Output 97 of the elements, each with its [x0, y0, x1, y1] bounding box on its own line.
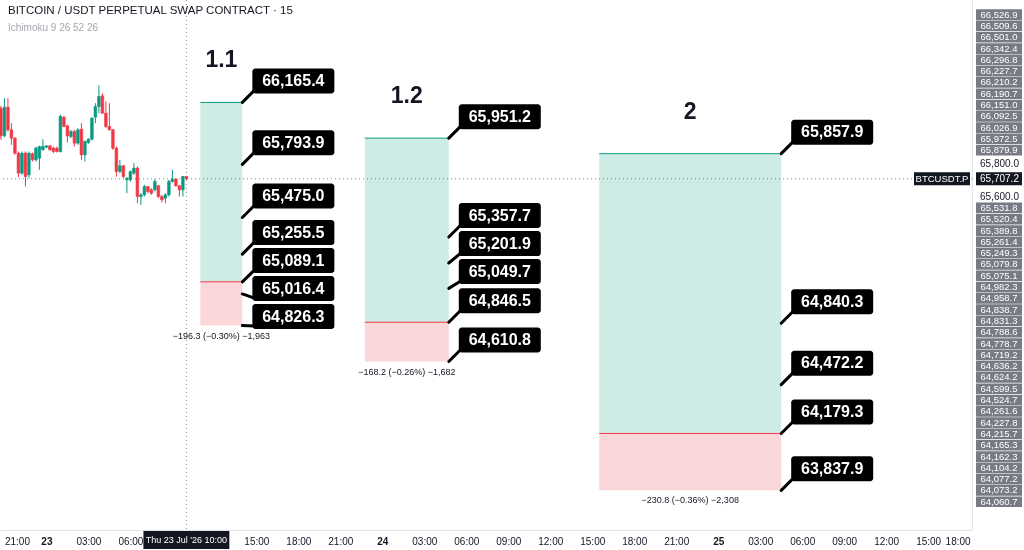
annotation: 65,255.5: [262, 223, 325, 241]
text: 64,104.2: [980, 461, 1018, 473]
text: 64,073.2: [980, 484, 1018, 496]
text: 65,879.9: [980, 144, 1018, 156]
annotation: 66,165.4: [262, 71, 325, 89]
y-tick-label: 65,707.2: [980, 173, 1020, 185]
chart-title: BITCOIN / USDT PERPETUAL SWAP CONTRACT · 15: [8, 4, 293, 16]
x-tick-label: 12:00: [538, 535, 564, 547]
x-tick-label: 06:00: [118, 535, 144, 547]
annotation: 64,846.5: [468, 291, 532, 309]
annotation: 65,951.2: [468, 107, 532, 125]
text: 65,972.5: [980, 132, 1018, 144]
annotation: −196.3 (−0.30%) −1,963: [172, 330, 271, 341]
text: 64,624.2: [980, 371, 1018, 383]
annotation: 65,016.4: [262, 279, 325, 297]
text: 64,162.3: [980, 450, 1018, 462]
x-tick-label: 15:00: [916, 535, 942, 547]
candlestick: [23, 151, 28, 187]
x-tick-label: 03:00: [76, 535, 102, 547]
annotation: 65,475.0: [262, 187, 325, 204]
text: 64,982.3: [980, 281, 1018, 293]
text: 64,958.7: [980, 292, 1018, 304]
x-tick-label: 15:00: [580, 535, 606, 547]
annotation: 65,793.9: [262, 133, 325, 151]
x-tick-label: 09:00: [496, 535, 522, 547]
y-tick-label: 65,600.0: [980, 191, 1020, 203]
annotation: Ichimoku 9 26 52 26: [8, 22, 99, 33]
text: 64,719.2: [980, 348, 1018, 360]
candlestick: [20, 151, 24, 176]
text: 66,509.6: [980, 19, 1018, 31]
ref-line-label: Thu 23 Jul '26 10:00: [145, 535, 228, 545]
annotation: 64,840.3: [801, 292, 864, 310]
text: 65,249.3: [980, 247, 1018, 259]
y-tick-label: 65,800.0: [980, 157, 1020, 169]
text: 64,599.5: [980, 382, 1018, 394]
text: 65,389.8: [980, 224, 1018, 236]
text: 66,210.2: [980, 76, 1018, 88]
candlestick: [118, 159, 122, 174]
x-tick-label: 25: [713, 535, 725, 547]
x-tick-label: 15:00: [244, 535, 270, 547]
text: 66,151.0: [980, 99, 1018, 111]
text: 66,342.4: [980, 42, 1018, 54]
x-tick-label: 21:00: [664, 535, 690, 547]
x-tick-label: 18:00: [622, 535, 648, 547]
text: 66,092.5: [980, 110, 1018, 122]
series-label: 1.2: [390, 82, 423, 109]
text: 65,261.4: [980, 235, 1018, 247]
text: 66,526.9: [980, 8, 1018, 20]
x-tick-label: 12:00: [874, 535, 900, 547]
annotation: 64,610.8: [468, 331, 532, 349]
x-tick-label: 06:00: [790, 535, 816, 547]
text: 64,524.7: [980, 394, 1018, 406]
text: 65,520.4: [980, 213, 1018, 225]
text: 64,215.7: [980, 427, 1018, 439]
x-tick-label: 21:00: [328, 535, 354, 547]
text: 66,296.8: [980, 53, 1018, 65]
annotation: 64,179.3: [801, 402, 864, 420]
series-label: 1.1: [205, 46, 238, 73]
annotation: −168.2 (−0.26%) −1,682: [358, 366, 456, 377]
text: 64,261.6: [980, 405, 1018, 417]
text: 65,079.8: [980, 258, 1018, 270]
x-tick-label: 03:00: [748, 535, 774, 547]
text: 64,060.7: [980, 495, 1018, 507]
x-tick-label: 24: [377, 535, 389, 547]
annotation: 65,857.9: [801, 123, 864, 141]
x-tick-label: 23: [41, 535, 53, 547]
x-tick-label: 03:00: [412, 535, 438, 547]
annotation: 64,472.2: [801, 354, 864, 372]
text: 66,501.0: [980, 31, 1018, 43]
text: 66,026.9: [980, 121, 1018, 133]
annotation: 64,826.3: [262, 307, 325, 325]
text: 66,227.7: [980, 65, 1018, 77]
annotation: 65,089.1: [262, 251, 325, 269]
annotation: 63,837.9: [801, 459, 864, 477]
text: 64,838.7: [980, 303, 1018, 315]
text: 65,075.1: [980, 269, 1018, 281]
x-tick-label: 21:00: [4, 535, 31, 547]
text: 64,636.2: [980, 360, 1018, 372]
text: 64,077.2: [980, 473, 1018, 485]
annotation: 65,201.9: [468, 234, 532, 252]
annotation: 65,357.7: [468, 206, 532, 224]
ref-line-label: BTCUSDT.P: [915, 172, 969, 184]
candlestick: [132, 162, 136, 176]
text: 66,190.7: [980, 87, 1018, 99]
x-tick-label: 06:00: [454, 535, 480, 547]
x-tick-label: 18:00: [945, 535, 972, 547]
annotation: −230.8 (−0.36%) −2,308: [641, 495, 739, 506]
annotation: 65,049.7: [468, 262, 532, 280]
text: 65,531.8: [980, 201, 1018, 213]
x-tick-label: 09:00: [832, 535, 858, 547]
text: 64,227.8: [980, 416, 1018, 428]
text: 64,831.3: [980, 314, 1018, 326]
text: 64,165.3: [980, 439, 1018, 451]
series-label: 2: [683, 97, 697, 124]
x-tick-label: 18:00: [286, 535, 312, 547]
text: 64,788.6: [980, 326, 1018, 338]
text: 64,778.7: [980, 337, 1018, 349]
